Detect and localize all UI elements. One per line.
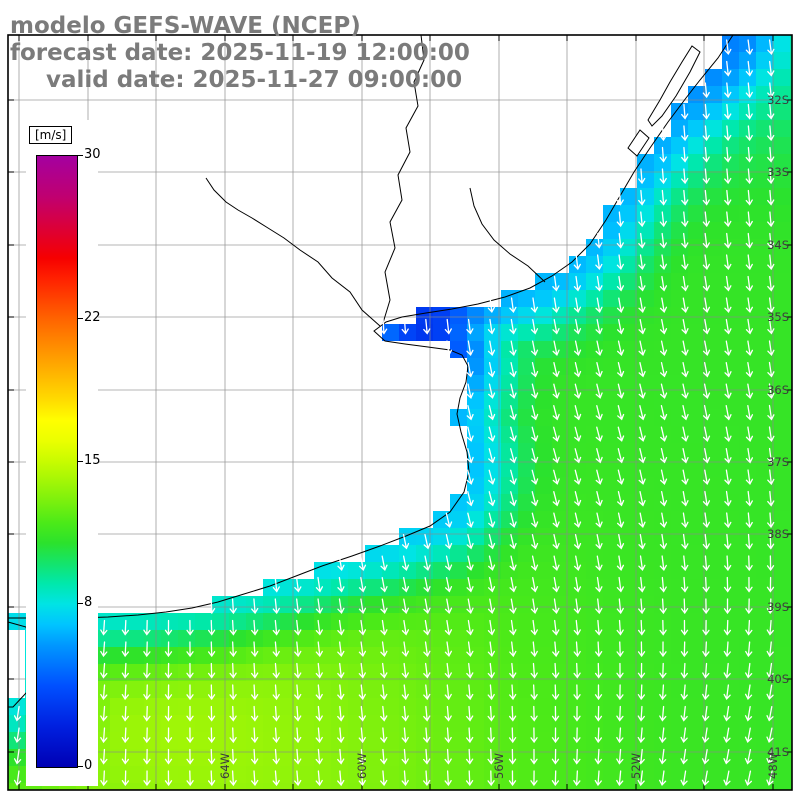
lat-label: 38S xyxy=(767,527,789,541)
lon-label: 60W xyxy=(355,753,369,779)
colorbar-tick-label: 15 xyxy=(84,452,101,468)
axis-ticks xyxy=(8,35,792,790)
map-border xyxy=(7,34,793,791)
lat-label: 32S xyxy=(767,93,789,107)
colorbar-tick-label: 8 xyxy=(84,595,93,611)
lon-label: 56W xyxy=(492,753,506,779)
lon-label: 64W xyxy=(218,753,232,779)
colorbar-tick-mark xyxy=(78,155,83,156)
colorbar-tick-mark xyxy=(78,460,83,462)
colorbar-tick-mark xyxy=(78,317,83,319)
lat-label: 37S xyxy=(767,455,789,469)
title-block: modelo GEFS-WAVE (NCEP) forecast date: 2… xyxy=(10,13,470,94)
colorbar-tick-mark xyxy=(78,766,83,767)
colorbar-tick-label: 22 xyxy=(84,309,101,325)
lat-label: 36S xyxy=(767,383,789,397)
colorbar-tick-label: 30 xyxy=(84,147,101,162)
lat-label: 41S xyxy=(767,745,789,759)
valid-date-line: valid date: 2025-11-27 09:00:00 xyxy=(46,67,463,93)
colorbar-gradient xyxy=(36,155,78,768)
lat-label: 34S xyxy=(767,238,789,252)
rivers xyxy=(205,34,546,327)
colorbar-unit-label: [m/s] xyxy=(29,126,73,144)
colorbar-panel: [m/s] 30 22 15 8 0 xyxy=(26,120,101,786)
lon-label: 48W xyxy=(766,753,780,779)
lat-label: 33S xyxy=(767,165,789,179)
lat-label: 35S xyxy=(767,310,789,324)
forecast-date-line: forecast date: 2025-11-19 12:00:00 xyxy=(10,40,470,66)
lat-label: 39S xyxy=(767,600,789,614)
colorbar-tick-mark xyxy=(78,603,83,605)
model-title: modelo GEFS-WAVE (NCEP) xyxy=(10,13,361,39)
lat-label: 40S xyxy=(767,672,789,686)
colorbar-tick-label: 0 xyxy=(84,758,93,773)
lon-label: 52W xyxy=(629,753,643,779)
coastal-lagoons xyxy=(627,45,701,157)
